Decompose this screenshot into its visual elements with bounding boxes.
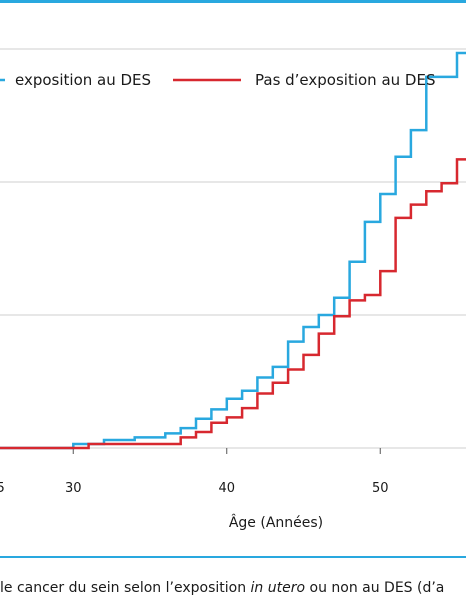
x-tick-label-40: 40 — [218, 481, 235, 496]
cumulative-incidence-chart: 30 40 50 25 exposition au DES Pas d’exposit… — [0, 48, 466, 531]
series-group — [0, 51, 466, 450]
legend: exposition au DES Pas d’exposition au DE… — [0, 71, 435, 89]
x-tick-label-25: 25 — [0, 481, 5, 496]
top-rule — [0, 0, 466, 3]
caption-italic: in utero — [250, 580, 306, 596]
legend-label-unexposed: Pas d’exposition au DES — [255, 71, 435, 89]
caption-text-end: ou non au DES (d’a — [305, 580, 445, 596]
caption-text-start: le cancer du sein selon l’exposition — [0, 580, 251, 596]
x-tick-label-50: 50 — [372, 481, 389, 496]
x-tick-label-30: 30 — [65, 481, 82, 496]
series-line-unexposed — [0, 158, 466, 450]
x-axis-label: Âge (Années) — [229, 513, 323, 531]
bottom-rule — [0, 556, 466, 558]
x-axis: 30 40 50 25 — [0, 448, 389, 496]
series-line-exposed — [0, 51, 466, 450]
figure-caption: le cancer du sein selon l’exposition in … — [0, 580, 444, 596]
legend-label-exposed: exposition au DES — [15, 71, 151, 89]
